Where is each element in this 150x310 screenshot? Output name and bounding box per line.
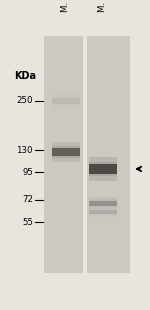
Bar [52, 142, 80, 162]
Bar [88, 210, 117, 214]
Bar [88, 197, 117, 209]
Bar [44, 36, 82, 273]
Text: M. heart: M. heart [61, 0, 70, 12]
Text: 55: 55 [22, 218, 33, 227]
Text: 72: 72 [22, 195, 33, 205]
Bar [87, 36, 130, 273]
Bar [88, 162, 117, 176]
Bar [88, 209, 117, 215]
Bar [52, 148, 80, 156]
Text: KDa: KDa [15, 71, 36, 81]
Bar [52, 94, 80, 108]
Bar [88, 164, 117, 174]
Bar [88, 199, 117, 207]
Bar [52, 146, 80, 158]
Text: M. bladder: M. bladder [98, 0, 107, 12]
Bar [88, 201, 117, 206]
Bar [88, 157, 117, 180]
Bar [52, 96, 80, 105]
Text: 250: 250 [16, 96, 33, 105]
Bar [88, 207, 117, 217]
Bar [52, 98, 80, 104]
Text: 95: 95 [22, 167, 33, 177]
Text: 130: 130 [16, 146, 33, 155]
